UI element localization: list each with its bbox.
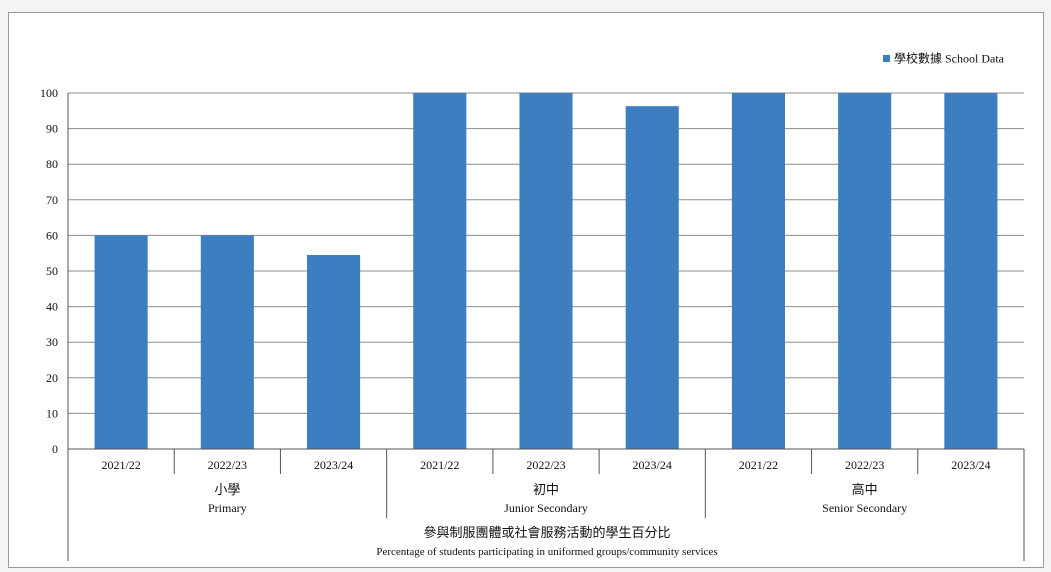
y-tick-label: 20 — [46, 371, 58, 385]
x-tick-label: 2021/22 — [739, 458, 778, 472]
axes — [67, 93, 1025, 561]
legend-label: 學校數據 School Data — [894, 51, 1005, 66]
bar — [413, 93, 467, 449]
y-tick-label: 60 — [46, 228, 58, 242]
y-tick-label: 100 — [40, 86, 58, 100]
y-tick-label: 40 — [46, 300, 58, 314]
group-label-en: Junior Secondary — [504, 501, 588, 515]
bars — [94, 93, 998, 449]
group-label-en: Senior Secondary — [822, 501, 907, 515]
y-tick-label: 70 — [46, 193, 58, 207]
bar — [944, 93, 998, 449]
y-tick-label: 10 — [46, 406, 58, 420]
bar — [731, 93, 785, 449]
bar — [625, 106, 679, 449]
y-tick-label: 30 — [46, 335, 58, 349]
x-axis-title-en: Percentage of students participating in … — [376, 546, 717, 558]
y-tick-label: 80 — [46, 157, 58, 171]
x-tick-label: 2022/23 — [845, 458, 884, 472]
legend-swatch — [883, 55, 890, 62]
bar — [94, 235, 148, 449]
x-tick-label: 2023/24 — [314, 458, 353, 472]
x-tick-label: 2022/23 — [208, 458, 247, 472]
x-tick-label: 2022/23 — [526, 458, 565, 472]
bar — [519, 93, 573, 449]
bar — [200, 235, 254, 449]
y-tick-label: 50 — [46, 264, 58, 278]
bar — [307, 254, 361, 449]
chart-frame: 0 10 20 30 40 50 60 70 80 90 100 2021/22 2022/23 2023… — [8, 12, 1044, 568]
labels: 0 10 20 30 40 50 60 70 80 90 100 2021/22 2022/23 2023… — [40, 86, 991, 515]
group-label-en: Primary — [208, 501, 247, 515]
group-label-zh: 小學 — [214, 482, 240, 497]
x-tick-label: 2023/24 — [951, 458, 990, 472]
y-tick-label: 90 — [46, 122, 58, 136]
y-tick-label: 0 — [52, 442, 58, 456]
group-label-zh: 初中 — [533, 482, 559, 497]
bar-chart: 0 10 20 30 40 50 60 70 80 90 100 2021/22 2022/23 2023… — [40, 51, 1025, 561]
x-axis-title-zh: 參與制服團體或社會服務活動的學生百分比 — [423, 525, 670, 540]
bar — [838, 93, 892, 449]
group-label-zh: 高中 — [852, 482, 878, 497]
x-tick-label: 2021/22 — [420, 458, 459, 472]
legend: 學校數據 School Data — [883, 51, 1005, 66]
x-tick-label: 2021/22 — [101, 458, 140, 472]
x-tick-label: 2023/24 — [633, 458, 672, 472]
